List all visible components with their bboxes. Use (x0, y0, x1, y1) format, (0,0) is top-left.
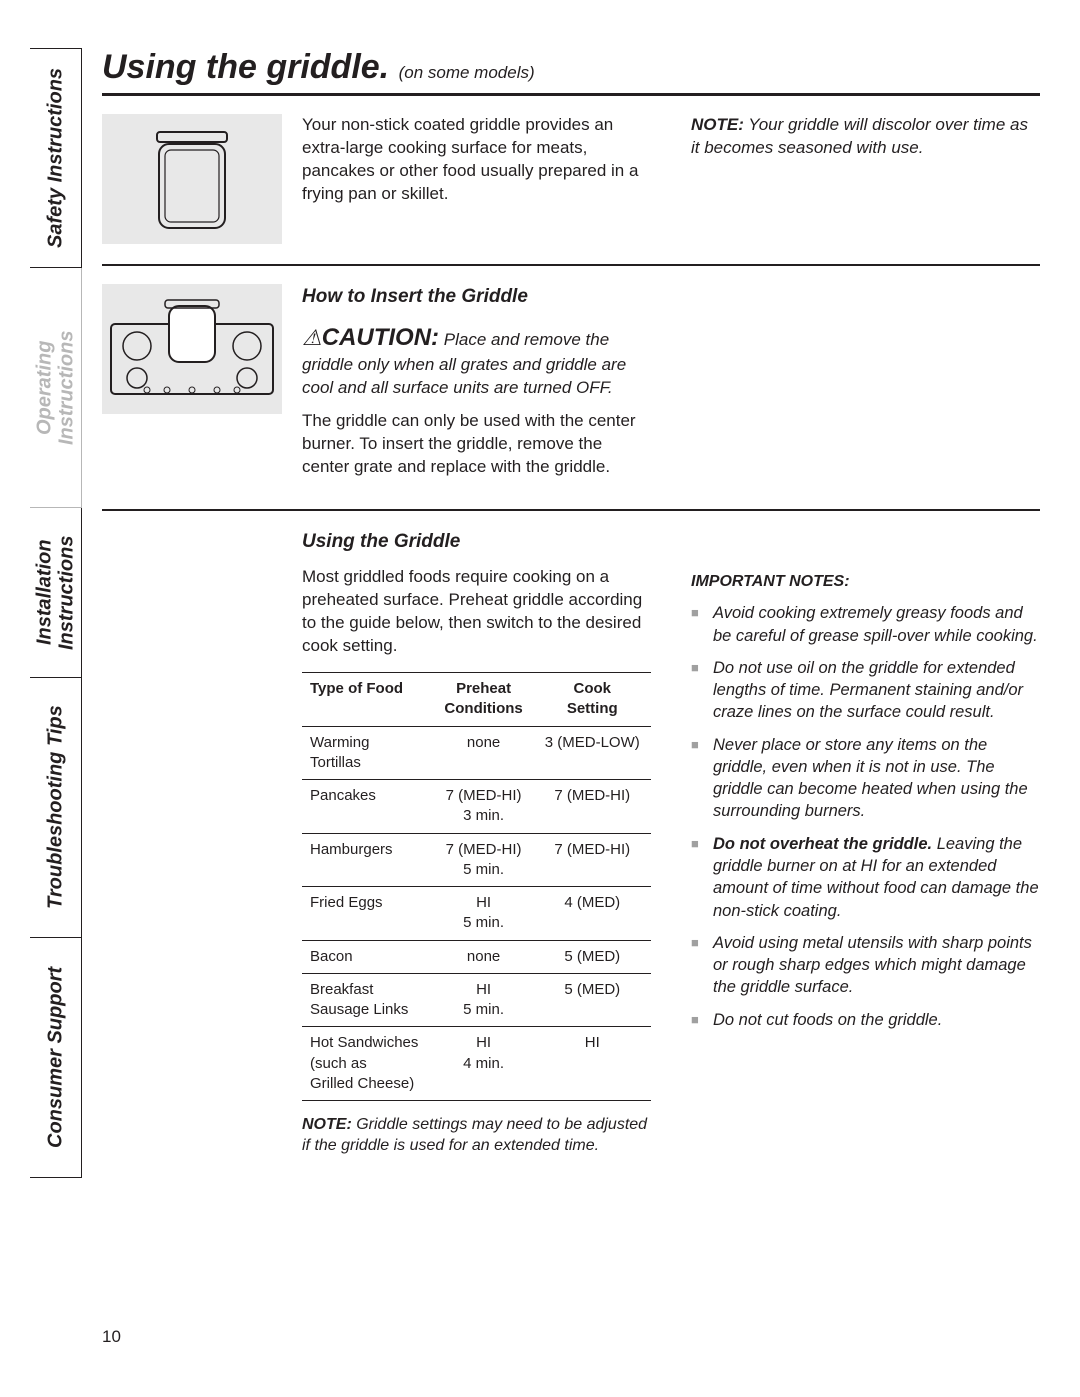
insert-body: The griddle can only be used with the ce… (302, 410, 651, 479)
table-note-rest: Griddle settings may need to be adjusted… (302, 1116, 647, 1154)
table-cell: Fried Eggs (302, 887, 434, 941)
insert-heading: How to Insert the Griddle (302, 284, 651, 310)
table-row: Hamburgers7 (MED-HI) 5 min.7 (MED-HI) (302, 833, 651, 887)
table-cell: 7 (MED-HI) (534, 780, 652, 834)
table-row: Hot Sandwiches (such as Grilled Cheese)H… (302, 1027, 651, 1101)
table-cell: Hot Sandwiches (such as Grilled Cheese) (302, 1027, 434, 1101)
section-using: Using the Griddle Most griddled foods re… (102, 529, 1040, 1187)
section-intro: Your non-stick coated griddle provides a… (102, 114, 1040, 266)
table-cell: HI 5 min. (434, 887, 534, 941)
side-tab-1: Operating Instructions (30, 268, 82, 508)
table-cell: none (434, 940, 534, 973)
page-number: 10 (102, 1327, 121, 1347)
important-notes-list: Avoid cooking extremely greasy foods and… (691, 602, 1040, 1031)
table-cell: Breakfast Sausage Links (302, 973, 434, 1027)
side-tab-0: Safety Instructions (30, 48, 82, 268)
table-cell: Pancakes (302, 780, 434, 834)
table-cell: Bacon (302, 940, 434, 973)
table-note-bold: NOTE: (302, 1116, 352, 1133)
table-header: Cook Setting (534, 673, 652, 727)
table-cell: 4 (MED) (534, 887, 652, 941)
table-row: Warming Tortillasnone3 (MED-LOW) (302, 726, 651, 780)
table-cell: none (434, 726, 534, 780)
notes-heading: IMPORTANT NOTES: (691, 571, 1040, 593)
cooktop-illustration (102, 284, 282, 414)
note-item: Never place or store any items on the gr… (691, 734, 1040, 823)
note-item: Avoid using metal utensils with sharp po… (691, 932, 1040, 999)
table-cell: Hamburgers (302, 833, 434, 887)
title-sub: (on some models) (399, 63, 535, 82)
section-insert: How to Insert the Griddle ⚠CAUTION: Plac… (102, 284, 1040, 511)
table-note: NOTE: Griddle settings may need to be ad… (302, 1115, 651, 1157)
intro-body: Your non-stick coated griddle provides a… (302, 114, 651, 206)
note-item: Avoid cooking extremely greasy foods and… (691, 602, 1040, 647)
side-tab-3: Troubleshooting Tips (30, 678, 82, 938)
table-header: Preheat Conditions (434, 673, 534, 727)
table-cell: Warming Tortillas (302, 726, 434, 780)
using-heading: Using the Griddle (302, 529, 651, 555)
table-row: Pancakes7 (MED-HI) 3 min.7 (MED-HI) (302, 780, 651, 834)
griddle-illustration (102, 114, 282, 244)
note-item: Do not cut foods on the griddle. (691, 1009, 1040, 1031)
note-item: Do not use oil on the griddle for extend… (691, 657, 1040, 724)
cooking-table: Type of FoodPreheat ConditionsCook Setti… (302, 672, 651, 1101)
table-cell: HI 4 min. (434, 1027, 534, 1101)
side-tab-4: Consumer Support (30, 938, 82, 1178)
side-tab-2: Installation Instructions (30, 508, 82, 678)
table-row: Baconnone5 (MED) (302, 940, 651, 973)
table-header: Type of Food (302, 673, 434, 727)
warning-icon: ⚠ (302, 325, 322, 350)
table-cell: HI (534, 1027, 652, 1101)
caution-line: ⚠CAUTION: Place and remove the griddle o… (302, 322, 651, 400)
table-cell: 7 (MED-HI) 5 min. (434, 833, 534, 887)
table-cell: 3 (MED-LOW) (534, 726, 652, 780)
page-title: Using the griddle. (on some models) (102, 48, 1040, 96)
table-cell: 5 (MED) (534, 973, 652, 1027)
table-cell: 7 (MED-HI) 3 min. (434, 780, 534, 834)
intro-note: NOTE: Your griddle will discolor over ti… (691, 114, 1040, 160)
table-cell: 7 (MED-HI) (534, 833, 652, 887)
intro-note-bold: NOTE: (691, 115, 744, 134)
note-item: Do not overheat the griddle. Leaving the… (691, 833, 1040, 922)
caution-word: CAUTION: (322, 324, 439, 351)
using-body: Most griddled foods require cooking on a… (302, 566, 651, 658)
table-row: Fried EggsHI 5 min.4 (MED) (302, 887, 651, 941)
title-main: Using the griddle. (102, 48, 389, 86)
table-row: Breakfast Sausage LinksHI 5 min.5 (MED) (302, 973, 651, 1027)
table-cell: 5 (MED) (534, 940, 652, 973)
table-cell: HI 5 min. (434, 973, 534, 1027)
